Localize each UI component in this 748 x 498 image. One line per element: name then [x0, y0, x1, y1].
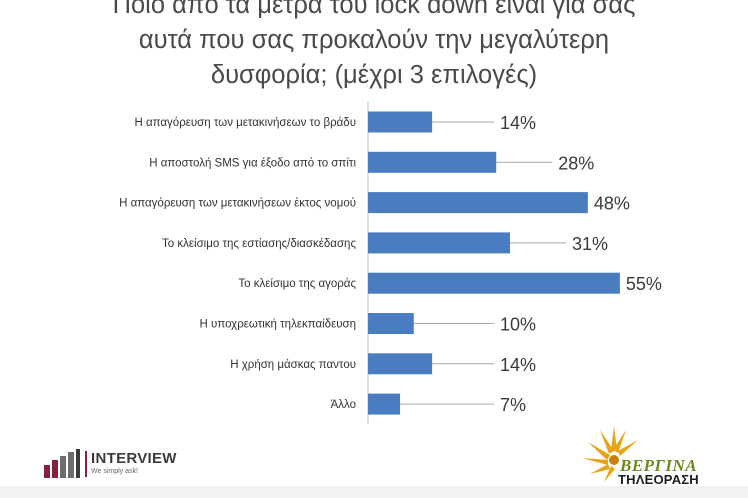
chart-title-line-3: δυσφορία; (μέχρι 3 επιλογές): [210, 61, 538, 89]
bar: [368, 232, 510, 254]
value-label: 14%: [500, 355, 536, 375]
interview-logo: INTERVIEW We simply ask!: [43, 447, 203, 481]
interview-logo-name: INTERVIEW: [91, 450, 177, 467]
value-label: 28%: [558, 153, 594, 173]
bar: [368, 272, 620, 294]
category-label: Το κλείσιμο της αγοράς: [238, 278, 356, 290]
category-label: Άλλο: [331, 399, 356, 411]
bar: [368, 192, 588, 214]
bar: [368, 151, 497, 173]
interview-logo-divider: [85, 451, 87, 477]
bar: [368, 313, 414, 334]
category-label: Το κλείσιμο της εστίασης/διασκέδασης: [162, 238, 356, 250]
bar: [368, 393, 401, 415]
category-label: Η απαγόρευση των μετακινήσεων έκτος νομο…: [119, 198, 356, 210]
chart-title-line-2: αυτά που σας προκαλούν την μεγαλύτερη: [138, 26, 610, 54]
category-label: Η αποστολή SMS για έξοδο από το σπίτι: [149, 157, 356, 169]
interview-logo-mark-icon: [44, 449, 80, 478]
category-label: Η χρήση μάσκας παντου: [230, 359, 356, 371]
bottom-band: [0, 486, 748, 498]
vergina-tv-logo: ΒΕΡΓΙΝΑ ΤΗΛΕΟΡΑΣΗ: [578, 420, 728, 487]
value-label: 55%: [626, 274, 662, 294]
vergina-logo-subtitle: ΤΗΛΕΟΡΑΣΗ: [618, 472, 699, 487]
category-label: Η απαγόρευση των μετακινήσεων το βράδυ: [134, 117, 356, 129]
value-label: 48%: [594, 194, 630, 214]
value-label: 31%: [572, 234, 608, 254]
value-label: 10%: [500, 315, 536, 335]
chart-title: Ποιο από τα μέτρα του lock down είναι γι…: [0, 0, 748, 93]
bar: [368, 353, 433, 375]
interview-logo-tagline: We simply ask!: [91, 468, 138, 475]
value-label: 14%: [500, 113, 536, 133]
value-label: 7%: [500, 395, 526, 415]
vergina-sun-icon: [582, 426, 638, 482]
chart-title-line-1: Ποιο από τα μέτρα του lock down είναι γι…: [112, 0, 636, 19]
vergina-logo-name: ΒΕΡΓΙΝΑ: [620, 456, 698, 475]
category-label: Η υποχρεωτική τηλεκπαίδευση: [200, 319, 356, 331]
bar: [368, 111, 433, 133]
